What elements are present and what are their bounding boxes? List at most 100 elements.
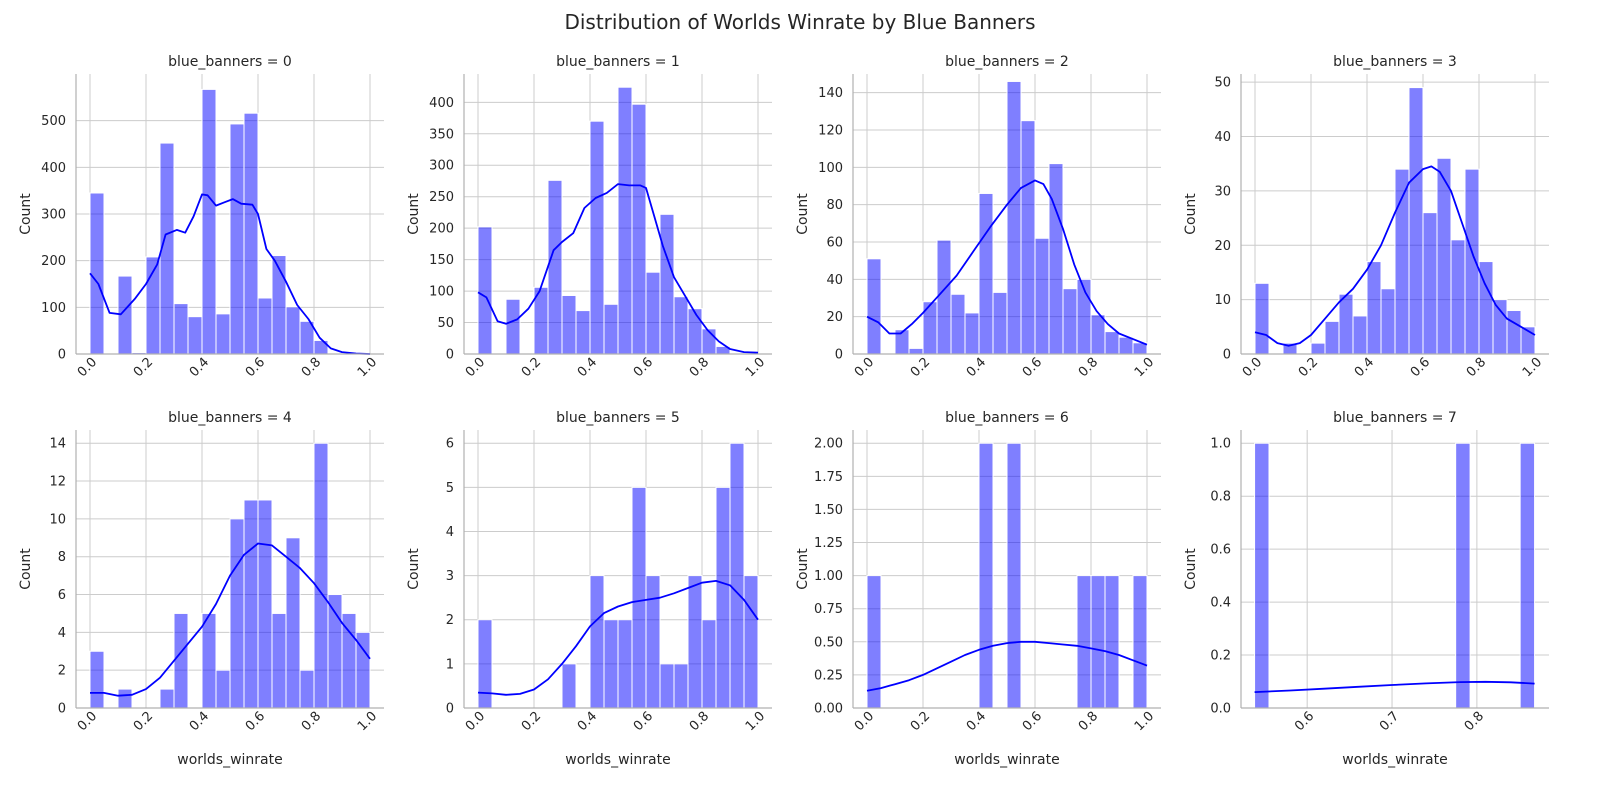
y-tick-label: 20 [826,310,843,325]
histogram-bar [1132,575,1148,709]
x-tick-label: 0.8 [687,355,712,380]
x-tick-label: 0.6 [631,355,656,380]
panel-title: blue_banners = 1 [556,54,680,70]
histogram-bar [1048,163,1064,355]
histogram-bar [1034,237,1050,355]
histogram-bar [201,612,217,709]
histogram-bar [992,291,1008,355]
x-tick-label: 0.0 [1240,355,1265,380]
histogram-bar [1352,315,1368,355]
y-tick-label: 1.00 [814,569,843,584]
kde-curve [477,580,759,696]
y-tick-label: 1.25 [814,536,843,551]
panel-0: 0 100 200 300 400 500 0.0 0.2 0.4 0.6 0.8 1.0 blue_b… [18,54,384,380]
y-tick-label: 30 [1214,184,1231,199]
y-tick-label: 200 [429,222,454,237]
x-tick-label: 0.2 [908,709,933,734]
y-tick-label: 2.00 [814,437,843,452]
kde-curve [90,542,371,697]
histogram-bar [908,347,924,355]
histogram-bar [978,192,994,355]
x-tick-label: 0.6 [1020,709,1045,734]
x-axis-label: worlds_winrate [565,752,671,768]
y-tick-label: 4 [446,525,454,540]
figure-title: Distribution of Worlds Winrate by Blue B… [564,10,1036,34]
histogram-bar [1090,314,1106,355]
x-tick-label: 0.2 [1296,355,1321,380]
y-axis-label: Count [406,548,422,590]
y-tick-label: 1.50 [814,503,843,518]
histogram-bar [673,296,689,355]
histogram-bar [187,316,203,355]
histogram-bar [617,86,633,355]
panel-4: 0 2 4 6 8 10 12 14 0.0 0.2 0.4 0.6 0.8 1.0 blue_banner… [18,410,384,768]
y-tick-label: 2 [58,664,66,679]
x-tick-label: 0.4 [1352,355,1377,380]
y-tick-label: 6 [446,437,454,452]
x-tick-label: 0.2 [519,355,544,380]
x-tick-label: 0.4 [187,355,212,380]
histogram-bar [215,669,231,709]
y-axis-label: Count [406,193,422,235]
y-tick-label: 8 [58,550,66,565]
histogram-bar [173,612,189,709]
y-tick-label: 10 [1214,293,1231,308]
histogram-bar [1380,288,1396,355]
histogram-bar [89,192,105,355]
y-tick-label: 350 [429,127,454,142]
histogram-bar [1118,336,1134,355]
y-tick-label: 500 [41,114,66,129]
y-tick-label: 0.25 [814,668,843,683]
histogram-bar [477,226,493,355]
y-tick-label: 0.75 [814,602,843,617]
y-tick-label: 0 [446,702,454,717]
x-tick-label: 0.6 [243,709,268,734]
y-tick-label: 400 [41,161,66,176]
x-tick-label: 0.8 [299,355,324,380]
histogram-bar [1062,288,1078,355]
kde-curve [1254,680,1535,693]
y-tick-label: 0.2 [1210,649,1231,664]
x-tick-label: 0.8 [1076,355,1101,380]
histogram-bar [229,518,245,709]
x-tick-label: 0.4 [187,709,212,734]
histogram-bar [1076,575,1092,709]
panel-5: 0 1 2 3 4 5 6 0.0 0.2 0.4 0.6 0.8 1.0 blue_banners = … [406,410,772,768]
panel-1: 0 50 100 150 200 250 300 350 400 0.0 0.2 0.4 0.6 0.8 1… [406,54,772,380]
x-tick-label: 0.7 [1377,709,1402,734]
histogram-bar [215,313,231,355]
x-tick-label: 0.2 [131,709,156,734]
x-tick-label: 1.0 [743,709,768,734]
histogram-bar [1506,310,1522,355]
y-tick-label: 40 [826,273,843,288]
histogram-bar [159,688,175,709]
x-tick-label: 1.0 [355,355,380,380]
histogram-bar [1366,261,1382,355]
histogram-bar [1422,212,1438,355]
y-tick-label: 1.0 [1210,437,1231,452]
histogram-bar [229,123,245,355]
y-tick-label: 120 [818,124,843,139]
x-tick-label: 1.0 [743,355,768,380]
x-tick-label: 0.8 [1462,709,1487,734]
histogram-bar [243,499,259,709]
kde-curve [866,179,1148,346]
x-tick-label: 0.0 [75,709,100,734]
y-tick-label: 250 [429,190,454,205]
histogram-bar [701,619,717,709]
y-tick-label: 100 [818,161,843,176]
panel-title: blue_banners = 2 [945,54,1069,70]
y-tick-label: 0 [1223,348,1231,363]
histogram-bar [743,575,759,709]
histogram-bar [673,663,689,709]
histogram-bar [1254,282,1270,355]
histogram-bar [645,271,661,355]
panel-7: 0.0 0.2 0.4 0.6 0.8 1.0 0.6 0.7 0.8 blue_banners … [1183,410,1549,768]
x-tick-label: 0.6 [1292,709,1317,734]
histogram-bar [1006,442,1022,709]
histogram-bar [1254,442,1270,709]
x-tick-label: 0.8 [1076,709,1101,734]
y-tick-label: 0.4 [1210,596,1231,611]
y-tick-label: 14 [49,437,66,452]
x-tick-label: 0.6 [631,709,656,734]
